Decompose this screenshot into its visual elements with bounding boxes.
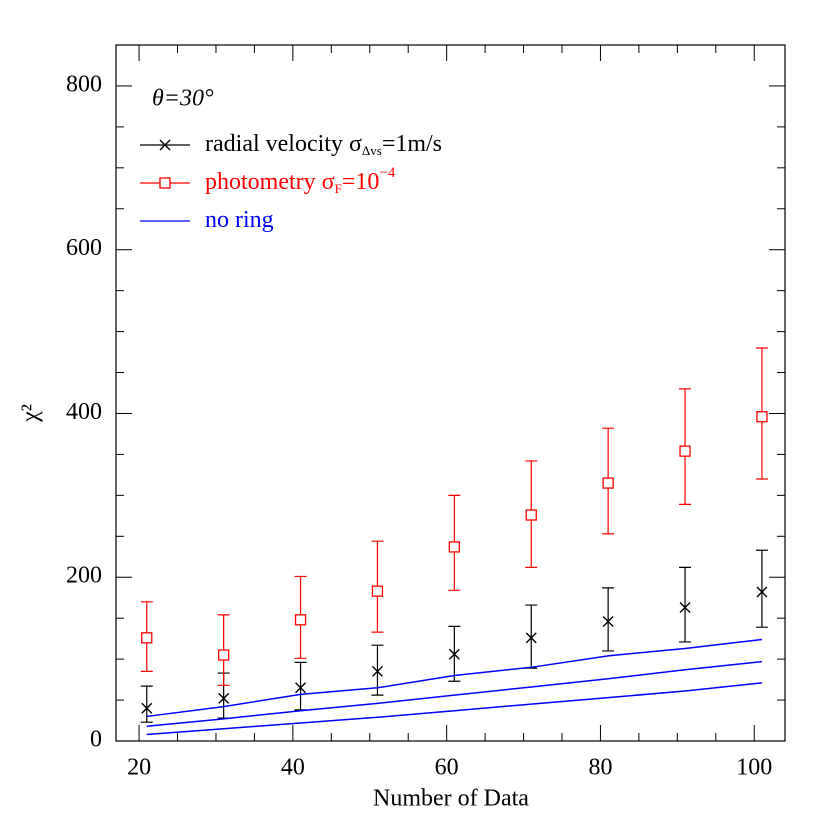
marker bbox=[756, 586, 768, 598]
x-axis-label: Number of Data bbox=[373, 786, 529, 812]
curve bbox=[146, 660, 763, 728]
marker bbox=[295, 682, 307, 694]
legend-sub: Δvs bbox=[362, 143, 382, 158]
x-tick-label: 80 bbox=[588, 755, 612, 781]
error-bar bbox=[294, 661, 307, 711]
marker bbox=[756, 411, 768, 423]
y-tick-label: 0 bbox=[90, 727, 102, 753]
annotation: θ=30° bbox=[152, 86, 214, 112]
marker bbox=[525, 509, 537, 521]
legend-sub: F bbox=[335, 181, 342, 196]
y-axis-label: χ² bbox=[18, 404, 44, 423]
legend-marker bbox=[159, 177, 171, 189]
marker bbox=[679, 602, 691, 614]
legend-name: no ring bbox=[205, 207, 274, 233]
marker bbox=[218, 692, 230, 704]
legend-sup: −4 bbox=[379, 165, 395, 181]
marker bbox=[602, 615, 614, 627]
legend-rest: =1m/s bbox=[382, 131, 442, 157]
marker bbox=[371, 585, 384, 597]
marker bbox=[448, 541, 460, 553]
x-tick-label: 100 bbox=[736, 755, 772, 781]
marker bbox=[371, 665, 383, 677]
plot-frame bbox=[115, 44, 786, 742]
error-bar bbox=[371, 644, 384, 696]
legend-label: radial velocity σΔvs=1m/s bbox=[205, 131, 442, 158]
legend-name: photometry σ bbox=[205, 169, 335, 195]
marker bbox=[602, 477, 614, 489]
marker bbox=[294, 614, 307, 626]
legend-name: radial velocity σ bbox=[205, 131, 362, 157]
legend-label: no ring bbox=[205, 207, 274, 233]
x-tick-label: 60 bbox=[435, 755, 459, 781]
marker bbox=[218, 649, 230, 661]
curve bbox=[146, 682, 763, 736]
y-tick-label: 600 bbox=[66, 235, 102, 261]
legend-marker bbox=[159, 139, 171, 151]
x-tick-label: 40 bbox=[281, 755, 305, 781]
error-bar bbox=[755, 549, 768, 628]
marker bbox=[525, 632, 537, 644]
marker bbox=[141, 632, 153, 644]
curve bbox=[146, 638, 763, 718]
error-bar bbox=[679, 566, 692, 643]
y-tick-label: 200 bbox=[66, 563, 102, 589]
x-tick-label: 20 bbox=[127, 755, 151, 781]
marker bbox=[448, 648, 460, 660]
marker bbox=[141, 702, 153, 714]
y-tick-label: 800 bbox=[66, 71, 102, 97]
marker bbox=[679, 445, 691, 457]
legend-rest: =10 bbox=[342, 169, 380, 195]
legend-label: photometry σF=10−4 bbox=[205, 165, 396, 196]
y-tick-label: 400 bbox=[66, 399, 102, 425]
error-bar bbox=[525, 604, 538, 669]
error-bar bbox=[602, 587, 615, 652]
